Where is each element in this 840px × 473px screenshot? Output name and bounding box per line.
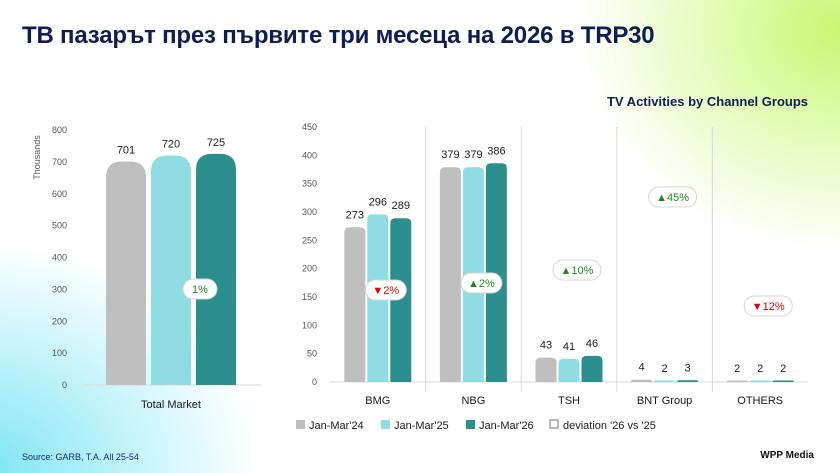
- data-label: 3: [685, 362, 691, 374]
- data-label: 725: [207, 137, 225, 149]
- data-label: 43: [540, 340, 552, 352]
- bar: [677, 380, 699, 382]
- deviation-label: ▲45%: [656, 192, 689, 204]
- deviation-badge: [364, 279, 407, 301]
- y-tick-label: 300: [52, 284, 67, 294]
- y-tick-label: 350: [302, 179, 317, 189]
- y-tick-label: 150: [302, 292, 317, 302]
- bar: [726, 380, 748, 382]
- legend: Jan-Mar'24 Jan-Mar'25 Jan-Mar'26 deviation …: [296, 419, 656, 432]
- x-tick-label: OTHERS: [737, 395, 783, 407]
- legend-swatch: [549, 419, 559, 429]
- data-label: 273: [346, 209, 364, 221]
- y-tick-label: 600: [52, 189, 67, 199]
- y-tick-label: 500: [52, 221, 67, 231]
- deviation-label: 1%: [192, 284, 208, 296]
- y-tick-label: 700: [52, 157, 67, 167]
- legend-label: Jan-Mar'24: [309, 420, 364, 432]
- y-tick-label: 200: [302, 264, 317, 274]
- deviation-badge: [552, 259, 602, 281]
- bar: [439, 167, 461, 382]
- deviation-label: ▲2%: [468, 278, 495, 290]
- bar: [106, 161, 146, 385]
- y-tick-label: 800: [52, 125, 67, 135]
- bar: [654, 380, 676, 382]
- data-label: 2: [780, 363, 786, 375]
- bar: [772, 380, 794, 382]
- bar: [749, 380, 771, 382]
- source-note: Source: GARB, T.A. All 25-54: [22, 452, 139, 462]
- bar: [151, 155, 191, 385]
- deviation-label: ▼12%: [752, 301, 785, 313]
- data-label: 4: [639, 362, 645, 374]
- data-label: 386: [487, 145, 505, 157]
- legend-swatch: [296, 420, 305, 429]
- data-label: 379: [464, 149, 482, 161]
- bar: [485, 163, 507, 382]
- data-label: 2: [662, 363, 668, 375]
- y-tick-label: 450: [302, 122, 317, 132]
- brand-logo: WPP Media: [760, 450, 814, 461]
- data-label: 296: [369, 196, 387, 208]
- y-tick-label: 0: [312, 377, 317, 387]
- y-tick-label: 50: [307, 349, 317, 359]
- y-axis-title: Thousands: [32, 135, 42, 180]
- y-tick-label: 300: [302, 207, 317, 217]
- data-label: 46: [586, 338, 598, 350]
- y-tick-label: 400: [302, 150, 317, 160]
- data-label: 289: [392, 200, 410, 212]
- data-label: 720: [162, 139, 180, 151]
- y-tick-label: 400: [52, 253, 67, 263]
- bar: [390, 218, 412, 382]
- deviation-label: ▲10%: [561, 265, 594, 277]
- x-tick-label: Total Market: [141, 399, 201, 411]
- data-label: 701: [117, 145, 135, 157]
- y-tick-label: 100: [302, 320, 317, 330]
- bar: [196, 153, 236, 385]
- bar: [631, 379, 653, 382]
- legend-swatch: [466, 420, 475, 429]
- y-tick-label: 200: [52, 316, 67, 326]
- x-tick-label: BNT Group: [637, 395, 692, 407]
- legend-swatch: [381, 420, 390, 429]
- deviation-badge: [743, 295, 793, 317]
- legend-label: Jan-Mar'25: [394, 420, 449, 432]
- x-tick-label: NBG: [461, 395, 485, 407]
- bar: [558, 358, 580, 382]
- x-tick-label: TSH: [558, 395, 580, 407]
- data-label: 379: [441, 149, 459, 161]
- deviation-badge: [182, 278, 218, 300]
- deviation-badge: [460, 272, 503, 294]
- data-label: 41: [563, 341, 575, 353]
- chart-subtitle: TV Activities by Channel Groups: [606, 94, 808, 109]
- y-tick-label: 100: [52, 348, 67, 358]
- bar: [344, 227, 366, 382]
- data-label: 2: [734, 363, 740, 375]
- page-title: ТВ пазарът през първите три месеца на 20…: [22, 22, 655, 49]
- y-tick-label: 250: [302, 235, 317, 245]
- legend-label: deviation '26 vs '25: [563, 420, 656, 432]
- data-label: 2: [757, 363, 763, 375]
- deviation-label: ▼2%: [372, 285, 399, 297]
- deviation-badge: [648, 186, 698, 208]
- bar: [581, 355, 603, 382]
- x-tick-label: BMG: [365, 395, 390, 407]
- y-tick-label: 0: [62, 380, 67, 390]
- bar: [535, 357, 557, 382]
- legend-label: Jan-Mar'26: [479, 420, 534, 432]
